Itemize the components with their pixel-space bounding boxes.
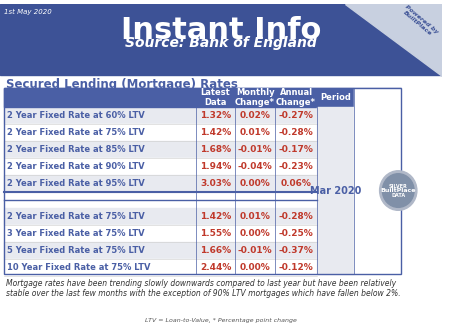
Text: Mortgage rates have been trending slowly downwards compared to last year but hav: Mortgage rates have been trending slowly… [6, 278, 400, 298]
Text: Powered by
BuiltPlace: Powered by BuiltPlace [401, 4, 439, 39]
Text: Period: Period [320, 93, 351, 102]
Text: -0.23%: -0.23% [279, 162, 313, 171]
Text: 3.03%: 3.03% [200, 179, 231, 188]
Text: 2 Year Fixed Rate at 75% LTV: 2 Year Fixed Rate at 75% LTV [8, 128, 145, 137]
Text: 0.00%: 0.00% [240, 179, 271, 188]
Text: 1st May 2020: 1st May 2020 [4, 9, 52, 15]
Bar [4, 141, 317, 158]
Bar [4, 208, 317, 225]
Text: Source: Bank of England: Source: Bank of England [125, 36, 317, 50]
Bar [355, 88, 442, 274]
Text: SILVER: SILVER [389, 184, 408, 189]
Text: -0.04%: -0.04% [237, 162, 273, 171]
Text: 2 Year Fixed Rate at 75% LTV: 2 Year Fixed Rate at 75% LTV [8, 212, 145, 221]
Text: DATA: DATA [391, 193, 405, 198]
Bar [317, 108, 355, 274]
Text: Secured Lending (Mortgage) Rates: Secured Lending (Mortgage) Rates [6, 78, 237, 91]
Bar [4, 242, 317, 259]
Text: -0.17%: -0.17% [279, 145, 314, 154]
Text: Monthly
Change*: Monthly Change* [235, 88, 275, 107]
Text: 1.42%: 1.42% [200, 128, 231, 137]
Text: 1.94%: 1.94% [200, 162, 231, 171]
Text: 0.00%: 0.00% [240, 263, 271, 272]
Text: Latest
Data: Latest Data [201, 88, 230, 107]
Polygon shape [345, 4, 442, 76]
Text: 1.66%: 1.66% [200, 246, 231, 255]
Text: 3 Year Fixed Rate at 75% LTV: 3 Year Fixed Rate at 75% LTV [8, 229, 145, 238]
Bar [4, 175, 317, 192]
Text: BuiltPlace: BuiltPlace [381, 188, 416, 193]
Bar [4, 88, 401, 274]
Text: 1.32%: 1.32% [200, 112, 231, 120]
Text: 2.44%: 2.44% [200, 263, 231, 272]
Text: 0.01%: 0.01% [240, 212, 271, 221]
Bar [4, 124, 317, 141]
Text: 2 Year Fixed Rate at 60% LTV: 2 Year Fixed Rate at 60% LTV [8, 112, 145, 120]
Text: 1.42%: 1.42% [200, 212, 231, 221]
Bar [0, 4, 442, 75]
Bar [4, 158, 317, 175]
Text: 1.68%: 1.68% [200, 145, 231, 154]
Text: 1.55%: 1.55% [200, 229, 231, 238]
Circle shape [380, 171, 417, 210]
Text: -0.12%: -0.12% [279, 263, 313, 272]
Text: -0.01%: -0.01% [238, 246, 273, 255]
Text: Instant Info: Instant Info [121, 16, 321, 46]
Text: LTV = Loan-to-Value, * Percentage point change: LTV = Loan-to-Value, * Percentage point … [145, 318, 297, 323]
Text: -0.28%: -0.28% [279, 212, 313, 221]
Bar [4, 88, 401, 108]
Bar [4, 259, 317, 276]
Text: -0.01%: -0.01% [238, 145, 273, 154]
Text: -0.28%: -0.28% [279, 128, 313, 137]
Text: -0.37%: -0.37% [279, 246, 314, 255]
Bar [4, 108, 317, 124]
Circle shape [383, 174, 414, 207]
Text: -0.25%: -0.25% [279, 229, 313, 238]
Text: Annual
Change*: Annual Change* [276, 88, 316, 107]
Text: 0.02%: 0.02% [240, 112, 271, 120]
Text: 0.01%: 0.01% [240, 128, 271, 137]
Bar [4, 225, 317, 242]
Text: 2 Year Fixed Rate at 90% LTV: 2 Year Fixed Rate at 90% LTV [8, 162, 145, 171]
Text: 5 Year Fixed Rate at 75% LTV: 5 Year Fixed Rate at 75% LTV [8, 246, 145, 255]
Text: 0.00%: 0.00% [240, 229, 271, 238]
Text: 2 Year Fixed Rate at 95% LTV: 2 Year Fixed Rate at 95% LTV [8, 179, 145, 188]
Text: Mar 2020: Mar 2020 [310, 186, 362, 195]
Text: 2 Year Fixed Rate at 85% LTV: 2 Year Fixed Rate at 85% LTV [8, 145, 145, 154]
Text: 0.06%: 0.06% [281, 179, 311, 188]
Text: 10 Year Fixed Rate at 75% LTV: 10 Year Fixed Rate at 75% LTV [8, 263, 151, 272]
Text: -0.27%: -0.27% [279, 112, 314, 120]
